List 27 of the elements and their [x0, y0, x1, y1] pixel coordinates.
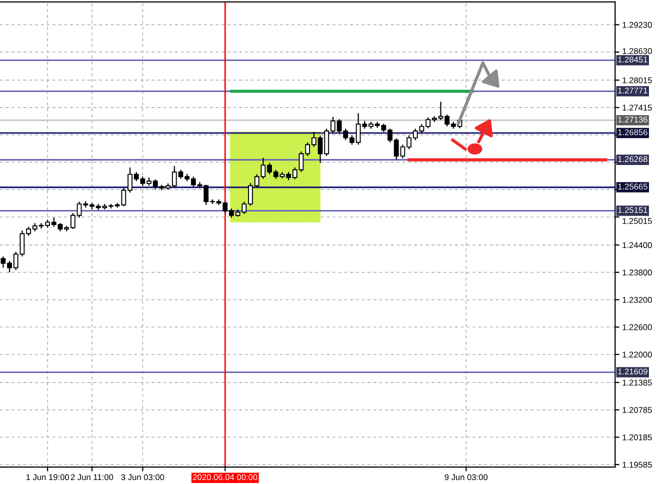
y-tick-label: 1.20785 [622, 407, 652, 413]
y-tick-label: 1.28015 [622, 77, 652, 84]
y-tick-label: 1.20185 [622, 434, 652, 440]
y-tick-label: 1.28630 [622, 48, 652, 54]
x-tick-label: 9 Jun 03:00 [444, 474, 488, 480]
x-tick-label: 3 Jun 03:00 [121, 474, 164, 480]
ref-line-label: 1.25665 [618, 184, 648, 190]
ref-line-label: 1.26268 [618, 156, 648, 162]
ref-line-label: 1.27771 [618, 88, 648, 94]
x-tick-label: 2020.06.04 00:00 [193, 474, 258, 480]
y-tick-label: 1.21385 [622, 380, 652, 386]
y-tick-label: 1.22000 [622, 352, 652, 358]
y-tick-label: 1.22600 [622, 324, 652, 330]
ref-line-label: 1.27136 [618, 116, 648, 122]
ref-line-label: 1.21609 [618, 368, 648, 374]
y-tick-label: 1.24400 [622, 242, 652, 248]
y-tick-label: 1.23200 [622, 296, 652, 303]
ref-line-label: 1.28451 [618, 56, 648, 62]
ref-line-label: 1.26856 [618, 129, 648, 136]
x-tick-label: 2 Jun 11:00 [70, 474, 114, 480]
y-tick-label: 1.27415 [622, 104, 652, 111]
y-tick-label: 1.23800 [622, 270, 652, 276]
y-tick-label: 1.29230 [622, 22, 652, 28]
y-tick-label: 1.25015 [622, 218, 652, 224]
y-tick-label: 1.19585 [622, 462, 652, 468]
ref-line-label: 1.25151 [618, 207, 648, 213]
x-tick-label: 1 Jun 19:00 [26, 474, 70, 480]
